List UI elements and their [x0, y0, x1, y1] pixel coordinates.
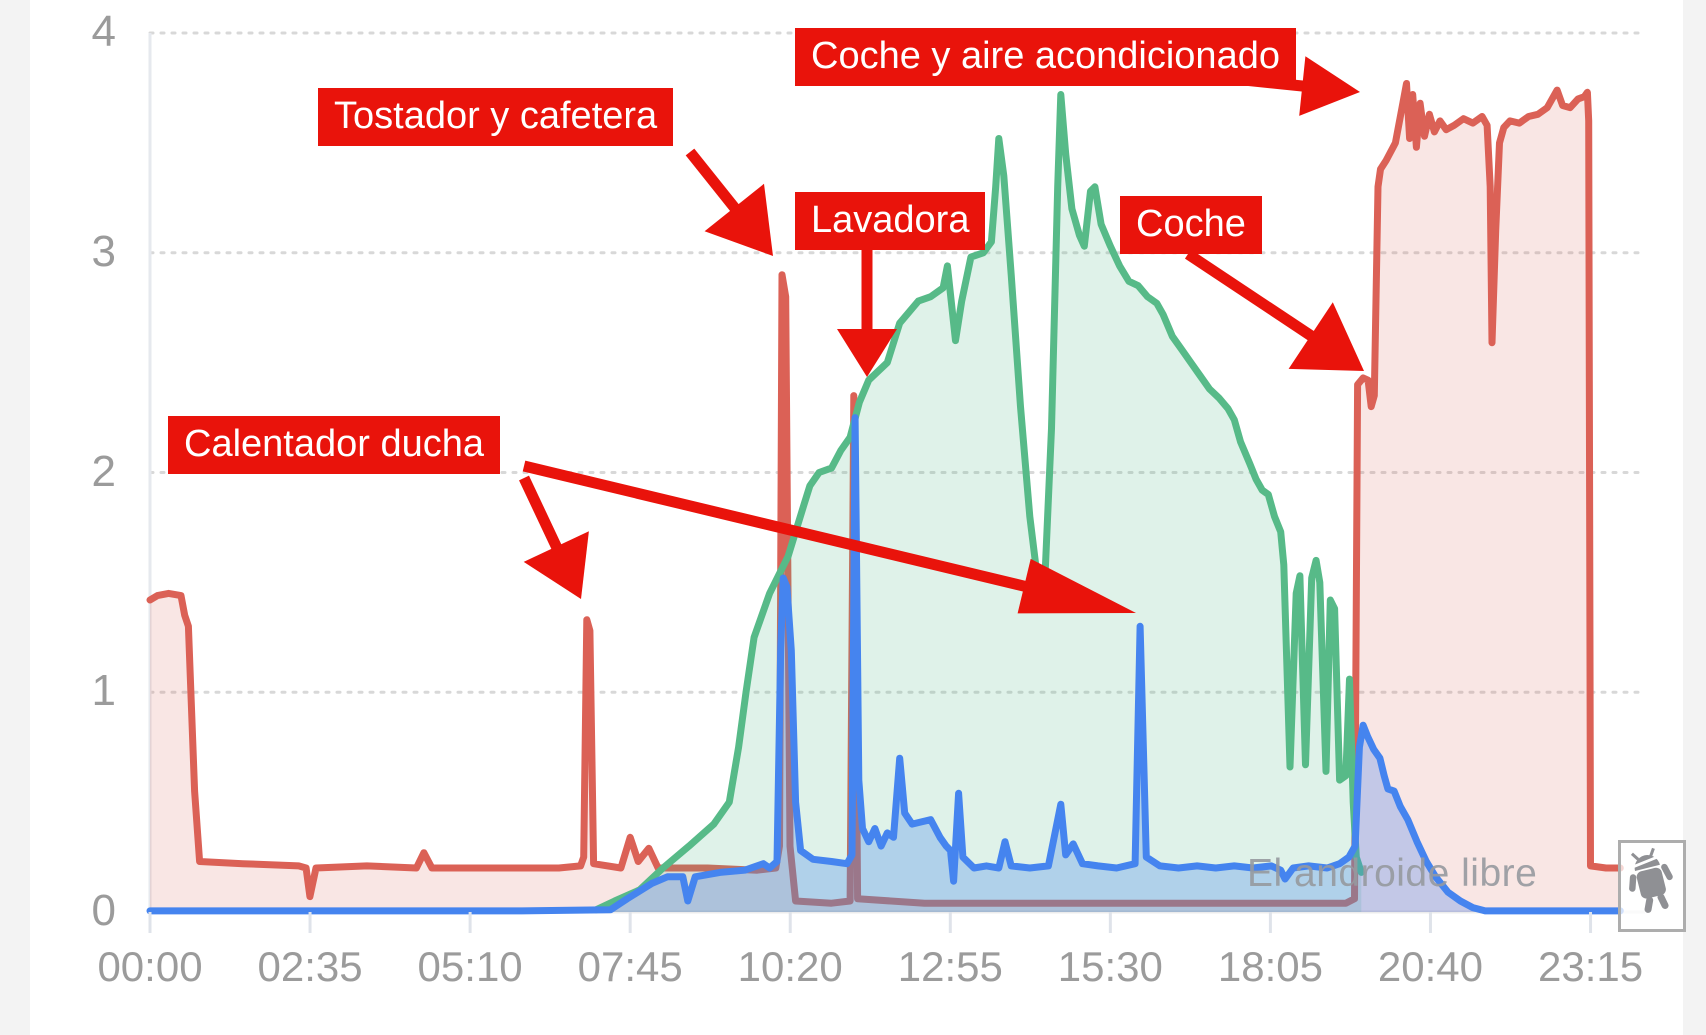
annotation-arrow-line — [519, 475, 564, 555]
left-edge-strip — [0, 0, 30, 1035]
red-series-line — [146, 80, 1624, 907]
y-tick-label: 2 — [91, 446, 116, 496]
x-tick-label: 20:40 — [1377, 943, 1484, 990]
annotation-arrowhead — [1299, 56, 1360, 116]
x-tick-label: 23:15 — [1537, 943, 1644, 990]
x-tick-label: 15:30 — [1057, 943, 1163, 990]
annotation-coche-y-aire-acondicionado: Coche y aire acondicionado — [795, 28, 1296, 86]
annotation-arrowhead — [1288, 302, 1364, 371]
annotation-arrowhead — [704, 183, 773, 256]
annotation-arrow-line — [1184, 249, 1319, 344]
x-tick-label: 18:05 — [1217, 943, 1323, 990]
green-series-area — [596, 94, 1362, 912]
annotation-arrowhead — [523, 531, 589, 599]
annotation-calentador-ducha: Calentador ducha — [168, 416, 500, 474]
x-tick-label: 07:45 — [577, 943, 683, 990]
y-tick-label: 1 — [91, 666, 116, 716]
y-tick-label: 0 — [91, 886, 116, 935]
green-series-line — [592, 91, 1365, 914]
x-tick-label: 12:55 — [897, 943, 1003, 990]
x-tick-label: 10:20 — [737, 943, 843, 990]
right-edge-strip — [1683, 0, 1706, 1035]
y-tick-label: 3 — [91, 226, 116, 276]
blue-series-line — [146, 414, 1624, 915]
x-tick-label: 00:00 — [97, 943, 203, 990]
watermark-text: El androide libre — [1247, 852, 1538, 895]
android-logo-icon — [1618, 840, 1686, 932]
x-tick-label: 02:35 — [257, 943, 363, 990]
annotation-coche: Coche — [1120, 196, 1262, 254]
x-tick-label: 05:10 — [417, 943, 523, 990]
annotation-arrowhead — [837, 329, 897, 377]
annotation-arrowhead — [1017, 558, 1136, 614]
red-series-area — [150, 83, 1621, 912]
annotation-tostador-y-cafetera: Tostador y cafetera — [318, 88, 674, 146]
y-tick-label: 4 — [91, 7, 116, 56]
annotation-lavadora: Lavadora — [795, 192, 986, 250]
annotation-arrow-line — [685, 148, 743, 216]
annotation-arrow-line — [522, 460, 1032, 593]
